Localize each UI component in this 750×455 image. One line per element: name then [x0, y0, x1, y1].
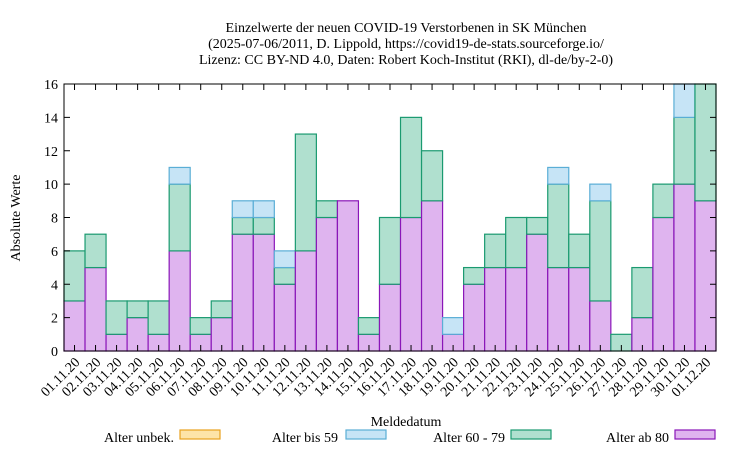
bar-13.11.20-alter-60-79 [315, 200, 339, 219]
bar-26.11.20-alter-60-79 [589, 200, 612, 302]
bar-29.11.20-alter-ab-80 [652, 216, 675, 352]
bar-02.11.20-alter-60-79 [84, 233, 107, 269]
bar-10.11.20-alter-60-79 [252, 216, 275, 235]
bar-02.11.20-alter-ab-80 [84, 266, 107, 352]
legend-swatch [674, 429, 716, 440]
legend-swatch [179, 429, 221, 440]
legend-label: Alter unbek. [104, 431, 174, 446]
legend-label: Alter 60 - 79 [433, 431, 505, 446]
bar-26.11.20-alter-ab-80 [589, 300, 612, 352]
bar-11.11.20-alter-bis-59 [273, 250, 296, 269]
bar-24.11.20-alter-bis-59 [547, 166, 570, 185]
chart-title-line-1: Einzelwerte der neuen COVID-19 Verstorbe… [226, 21, 587, 36]
bar-12.11.20-alter-60-79 [294, 133, 317, 252]
bar-30.11.20-alter-60-79 [673, 116, 696, 185]
legend-label: Alter ab 80 [606, 431, 669, 446]
bar-11.11.20-alter-ab-80 [273, 283, 296, 352]
bar-17.11.20-alter-ab-80 [399, 216, 423, 352]
bar-09.11.20-alter-ab-80 [231, 233, 254, 352]
y-tick-label: 2 [51, 312, 58, 327]
x-axis-label: Meldedatum [371, 415, 442, 430]
bar-04.11.20-alter-60-79 [126, 300, 149, 319]
bar-23.11.20-alter-60-79 [526, 216, 549, 235]
bar-25.11.20-alter-60-79 [568, 233, 591, 269]
bar-01.12.20-alter-ab-80 [694, 200, 717, 352]
y-tick-label: 0 [51, 345, 58, 360]
bar-26.11.20-alter-bis-59 [589, 183, 612, 202]
bar-20.11.20-alter-ab-80 [463, 283, 486, 352]
bar-21.11.20-alter-ab-80 [484, 266, 507, 352]
y-tick-label: 14 [44, 111, 58, 126]
bar-09.11.20-alter-bis-59 [231, 200, 254, 219]
y-tick-label: 16 [44, 78, 58, 93]
legend-swatch [345, 429, 387, 440]
chart-title-line-2: (2025-07-06/2011, D. Lippold, https://co… [208, 37, 604, 52]
y-axis-label: Absolute Werte [9, 175, 24, 262]
bar-13.11.20-alter-ab-80 [315, 216, 339, 352]
chart-title-line-3: Lizenz: CC BY-ND 4.0, Daten: Robert Koch… [199, 53, 613, 68]
bar-23.11.20-alter-ab-80 [526, 233, 549, 352]
bar-09.11.20-alter-60-79 [231, 216, 254, 235]
bar-28.11.20-alter-60-79 [631, 266, 654, 319]
chart-title: Einzelwerte der neuen COVID-19 Verstorbe… [199, 21, 613, 68]
y-tick-label: 6 [51, 245, 58, 260]
bar-06.11.20-alter-60-79 [168, 183, 191, 252]
bar-22.11.20-alter-60-79 [505, 216, 528, 269]
bar-18.11.20-alter-60-79 [420, 150, 444, 202]
bar-10.11.20-alter-ab-80 [252, 233, 275, 352]
y-tick-label: 12 [44, 145, 58, 160]
bar-16.11.20-alter-60-79 [378, 216, 402, 285]
bar-01.11.20-alter-60-79 [63, 250, 86, 302]
bar-12.11.20-alter-ab-80 [294, 250, 317, 352]
bar-29.11.20-alter-60-79 [652, 183, 675, 219]
bar-10.11.20-alter-bis-59 [252, 200, 275, 219]
bar-08.11.20-alter-60-79 [210, 300, 233, 319]
y-tick-label: 10 [44, 178, 58, 193]
y-tick-label: 4 [51, 278, 58, 293]
bar-16.11.20-alter-ab-80 [378, 283, 402, 352]
bar-20.11.20-alter-60-79 [463, 266, 486, 285]
y-tick-label: 8 [51, 212, 58, 227]
legend-label: Alter bis 59 [272, 431, 338, 446]
bar-19.11.20-alter-bis-59 [441, 317, 465, 335]
bar-01.12.20-alter-60-79 [694, 83, 717, 202]
bar-03.11.20-alter-60-79 [105, 300, 128, 335]
bar-21.11.20-alter-60-79 [484, 233, 507, 269]
bar-25.11.20-alter-ab-80 [568, 266, 591, 352]
bar-06.11.20-alter-ab-80 [168, 250, 191, 352]
bar-22.11.20-alter-ab-80 [505, 266, 528, 352]
bar-14.11.20-alter-ab-80 [336, 200, 360, 352]
bar-17.11.20-alter-60-79 [399, 116, 423, 219]
axes-layer: 024681012141601.11.2002.11.2003.11.2004.… [38, 78, 717, 400]
bar-18.11.20-alter-ab-80 [420, 200, 444, 352]
bar-24.11.20-alter-ab-80 [547, 266, 570, 352]
bar-15.11.20-alter-60-79 [357, 317, 381, 335]
bar-07.11.20-alter-60-79 [189, 317, 212, 335]
bars-layer [63, 83, 717, 352]
bar-24.11.20-alter-60-79 [547, 183, 570, 269]
bar-05.11.20-alter-60-79 [147, 300, 170, 335]
bar-11.11.20-alter-60-79 [273, 266, 296, 285]
bar-30.11.20-alter-ab-80 [673, 183, 696, 352]
bar-06.11.20-alter-bis-59 [168, 166, 191, 185]
bar-01.11.20-alter-ab-80 [63, 300, 86, 352]
legend-swatch [510, 429, 552, 440]
legend: Alter unbek. Alter bis 59 Alter 60 - 79 Alt… [104, 429, 716, 446]
